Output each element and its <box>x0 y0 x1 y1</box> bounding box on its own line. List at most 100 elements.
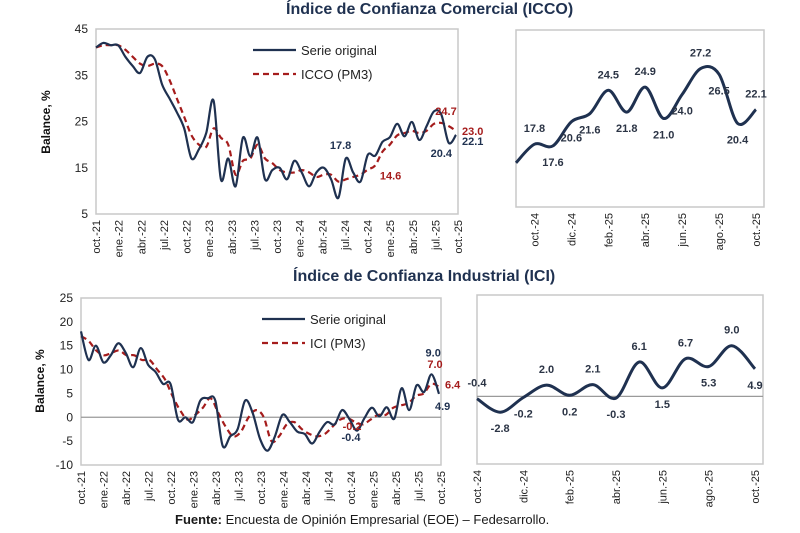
ici-zoom-original-line <box>476 344 757 414</box>
icco-zoom-x-tick-label: jun.-25 <box>677 213 689 248</box>
icco-x-tick-label: oct.-22 <box>182 220 194 254</box>
icco-zoom-data-label: 24.9 <box>635 66 656 78</box>
icco-x-tick-label: oct.-21 <box>91 220 103 254</box>
icco-title: Índice de Confianza Comercial (ICCO) <box>286 1 574 18</box>
ici-zoom-x-tick-label: oct.-24 <box>472 470 484 504</box>
icco-y-tick-label: 5 <box>81 207 88 221</box>
ici-data-label: -0.4 <box>342 432 362 444</box>
icco-data-label: 22.1 <box>462 136 483 148</box>
icco-y-axis-title: Balance, % <box>39 90 53 154</box>
icco-zoom-data-label: 27.2 <box>690 48 711 60</box>
icco-x-tick-label: oct.-25 <box>453 220 465 254</box>
ici-x-tick-label: oct.-23 <box>256 471 268 505</box>
ici-x-tick-label: ene.-24 <box>279 471 291 508</box>
ici-zoom-x-tick-label: abr.-25 <box>611 470 623 504</box>
ici-x-tick-label: oct.-25 <box>436 471 448 505</box>
ici-zoom-plot-frame <box>476 294 764 465</box>
icco-x-tick-label: ene.-25 <box>385 220 397 257</box>
icco-x-tick-label: abr.-25 <box>408 220 420 254</box>
ici-y-tick-label: 5 <box>66 386 73 400</box>
ici-zoom-x-tick-label: oct.-25 <box>750 470 762 504</box>
ici-x-tick-label: oct.-24 <box>346 471 358 505</box>
ici-x-tick-label: abr.-24 <box>301 471 313 505</box>
icco-x-tick-label: jul.-24 <box>340 220 352 251</box>
ici-zoom-x-tick-label: ago.-25 <box>704 470 716 507</box>
ici-zoom-data-label: 6.1 <box>632 341 647 353</box>
icco-zoom-data-label: 20.6 <box>561 133 582 145</box>
icco-zoom-original-line <box>514 65 758 164</box>
ici-x-tick-label: jul.-25 <box>414 471 426 502</box>
ici-x-tick-label: oct.-22 <box>166 471 178 505</box>
ici-data-label: 7.0 <box>427 359 442 371</box>
ici-zoom-data-label: 0.2 <box>562 406 577 418</box>
icco-y-tick-label: 25 <box>75 115 89 129</box>
icco-zoom-x-tick-label: dic.-24 <box>566 213 578 246</box>
icco-data-label: 23.0 <box>462 126 483 138</box>
ici-original-line <box>79 331 441 452</box>
icco-zoom-data-label: 20.4 <box>727 134 749 146</box>
ici-x-tick-label: abr.-25 <box>391 471 403 505</box>
icco-zoom-data-label: 21.6 <box>579 125 600 137</box>
ici-data-label: 4.9 <box>435 401 450 413</box>
icco-zoom-data-label: 26.5 <box>708 85 729 97</box>
ici-y-tick-label: 20 <box>60 315 74 329</box>
ici-data-label: 6.4 <box>445 380 461 392</box>
footer-text: Encuesta de Opinión Empresarial (EOE) – … <box>221 512 550 527</box>
ici-zoom-data-label: -0.2 <box>514 409 533 421</box>
icco-legend-pm3-label: ICCO (PM3) <box>301 67 373 82</box>
ici-pm3-line <box>80 335 440 444</box>
ici-x-tick-label: ene.-22 <box>99 471 111 508</box>
ici-zoom-data-label: 5.3 <box>701 378 716 390</box>
ici-x-tick-label: abr.-23 <box>211 471 223 505</box>
ici-x-tick-label: abr.-22 <box>121 471 133 505</box>
ici-y-tick-label: -5 <box>62 434 73 448</box>
icco-y-tick-label: 15 <box>75 161 89 175</box>
ici-data-label: -0.2 <box>343 421 362 433</box>
ici-legend-original-label: Serie original <box>310 312 386 327</box>
icco-zoom-data-label: 24.0 <box>671 105 692 117</box>
icco-y-tick-label: 35 <box>75 68 89 82</box>
icco-zoom-x-tick-label: oct.-24 <box>529 213 541 247</box>
ici-zoom-data-label: 6.7 <box>678 338 693 350</box>
icco-zoom-x-tick-label: ago.-25 <box>714 213 726 250</box>
ici-y-tick-label: 25 <box>60 291 74 305</box>
icco-x-tick-label: abr.-23 <box>227 220 239 254</box>
icco-zoom-plot-frame <box>515 29 765 208</box>
ici-zoom-data-label: -2.8 <box>491 423 510 435</box>
ici-zoom-data-label: 9.0 <box>724 325 739 337</box>
ici-x-tick-label: ene.-25 <box>369 471 381 508</box>
ici-x-tick-label: jul.-24 <box>324 471 336 502</box>
ici-x-tick-label: ene.-23 <box>189 471 201 508</box>
source-footer: Fuente: Encuesta de Opinión Empresarial … <box>175 512 549 527</box>
ici-y-tick-label: 15 <box>60 339 74 353</box>
ici-zoom-data-label: 2.1 <box>585 364 600 376</box>
icco-x-tick-label: ene.-23 <box>204 220 216 257</box>
ici-title: Índice de Confianza Industrial (ICI) <box>293 268 556 285</box>
icco-data-label: 20.4 <box>431 148 453 160</box>
ici-zoom-x-tick-label: jun.-25 <box>657 470 669 505</box>
ici-zoom-data-label: 1.5 <box>655 399 670 411</box>
icco-zoom-data-label: 17.6 <box>542 157 563 169</box>
icco-x-tick-label: ene.-24 <box>295 220 307 257</box>
icco-zoom-data-label: 21.0 <box>653 130 674 142</box>
ici-x-tick-label: jul.-22 <box>144 471 156 502</box>
footer-label: Fuente: <box>175 512 222 527</box>
icco-zoom-data-label: 24.5 <box>598 69 619 81</box>
ici-x-tick-label: oct.-21 <box>76 471 88 505</box>
ici-zoom-x-tick-label: feb.-25 <box>565 470 577 504</box>
ici-zoom-data-label: -0.3 <box>607 409 626 421</box>
icco-legend-original-label: Serie original <box>301 43 377 58</box>
icco-x-tick-label: oct.-23 <box>272 220 284 254</box>
icco-zoom-x-tick-label: feb.-25 <box>603 213 615 247</box>
ici-legend-pm3-label: ICI (PM3) <box>310 336 366 351</box>
ici-data-label: 9.0 <box>426 347 441 359</box>
icco-y-tick-label: 45 <box>75 22 89 36</box>
icco-x-tick-label: abr.-22 <box>136 220 148 254</box>
icco-original-line <box>95 41 457 200</box>
ici-y-tick-label: -10 <box>56 458 74 472</box>
ici-x-tick-label: jul.-23 <box>234 471 246 502</box>
icco-zoom-x-tick-label: oct.-25 <box>751 213 763 247</box>
icco-zoom-data-label: 22.1 <box>745 89 766 101</box>
icco-x-tick-label: abr.-24 <box>317 220 329 254</box>
